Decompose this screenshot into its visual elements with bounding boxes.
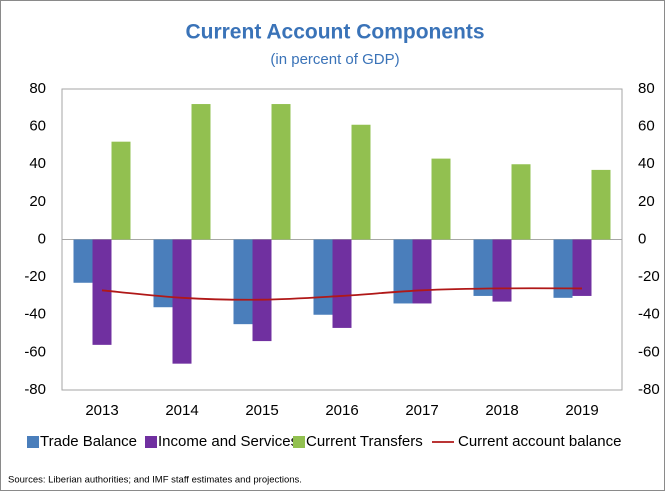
bar xyxy=(252,239,272,342)
legend-label: Current Transfers xyxy=(306,433,423,450)
source-note: Sources: Liberian authorities; and IMF s… xyxy=(8,475,302,486)
bar xyxy=(553,239,573,298)
x-tick-label: 2018 xyxy=(485,402,518,419)
bar xyxy=(393,239,413,304)
x-tick-label: 2015 xyxy=(245,402,278,419)
y-tick-label: -40 xyxy=(24,306,46,323)
x-tick-label: 2014 xyxy=(165,402,198,419)
legend-swatch xyxy=(293,436,305,448)
bar xyxy=(351,124,371,240)
x-tick-label: 2013 xyxy=(85,402,118,419)
y-tick-label: -60 xyxy=(24,343,46,360)
y-tick-label: -80 xyxy=(24,381,46,398)
bar xyxy=(233,239,253,325)
legend-swatch xyxy=(145,436,157,448)
y2-tick-label: 0 xyxy=(638,230,646,247)
y-tick-label: 0 xyxy=(38,230,46,247)
bar xyxy=(191,104,211,240)
legend-label: Income and Services xyxy=(158,433,298,450)
x-tick-label: 2019 xyxy=(565,402,598,419)
y-tick-label: 20 xyxy=(29,193,46,210)
y2-tick-label: 80 xyxy=(638,80,655,97)
bar xyxy=(492,239,512,302)
y2-tick-label: -60 xyxy=(638,343,660,360)
y2-tick-label: -80 xyxy=(638,381,660,398)
legend-label: Trade Balance xyxy=(40,433,137,450)
y-tick-label: 80 xyxy=(29,80,46,97)
chart-title: Current Account Components xyxy=(185,21,484,44)
bar xyxy=(511,164,531,240)
y-tick-label: 60 xyxy=(29,118,46,135)
x-tick-label: 2017 xyxy=(405,402,438,419)
bar xyxy=(111,141,131,240)
bar xyxy=(92,239,112,345)
bar xyxy=(332,239,352,328)
bar xyxy=(572,239,592,296)
y2-tick-label: -40 xyxy=(638,306,660,323)
bar xyxy=(473,239,493,296)
y2-tick-label: 40 xyxy=(638,155,655,172)
legend-label: Current account balance xyxy=(458,433,621,450)
legend-swatch xyxy=(27,436,39,448)
bar xyxy=(73,239,93,283)
y-tick-label: -20 xyxy=(24,268,46,285)
y2-tick-label: -20 xyxy=(638,268,660,285)
chart-subtitle: (in percent of GDP) xyxy=(270,51,399,68)
y2-tick-label: 20 xyxy=(638,193,655,210)
bar xyxy=(591,169,611,240)
bar xyxy=(431,158,451,240)
line xyxy=(101,287,583,301)
bar xyxy=(153,239,173,308)
y2-tick-label: 60 xyxy=(638,118,655,135)
bar xyxy=(172,239,192,364)
x-tick-label: 2016 xyxy=(325,402,358,419)
y-tick-label: 40 xyxy=(29,155,46,172)
bar xyxy=(412,239,432,304)
bar xyxy=(271,104,291,240)
bar xyxy=(313,239,333,315)
